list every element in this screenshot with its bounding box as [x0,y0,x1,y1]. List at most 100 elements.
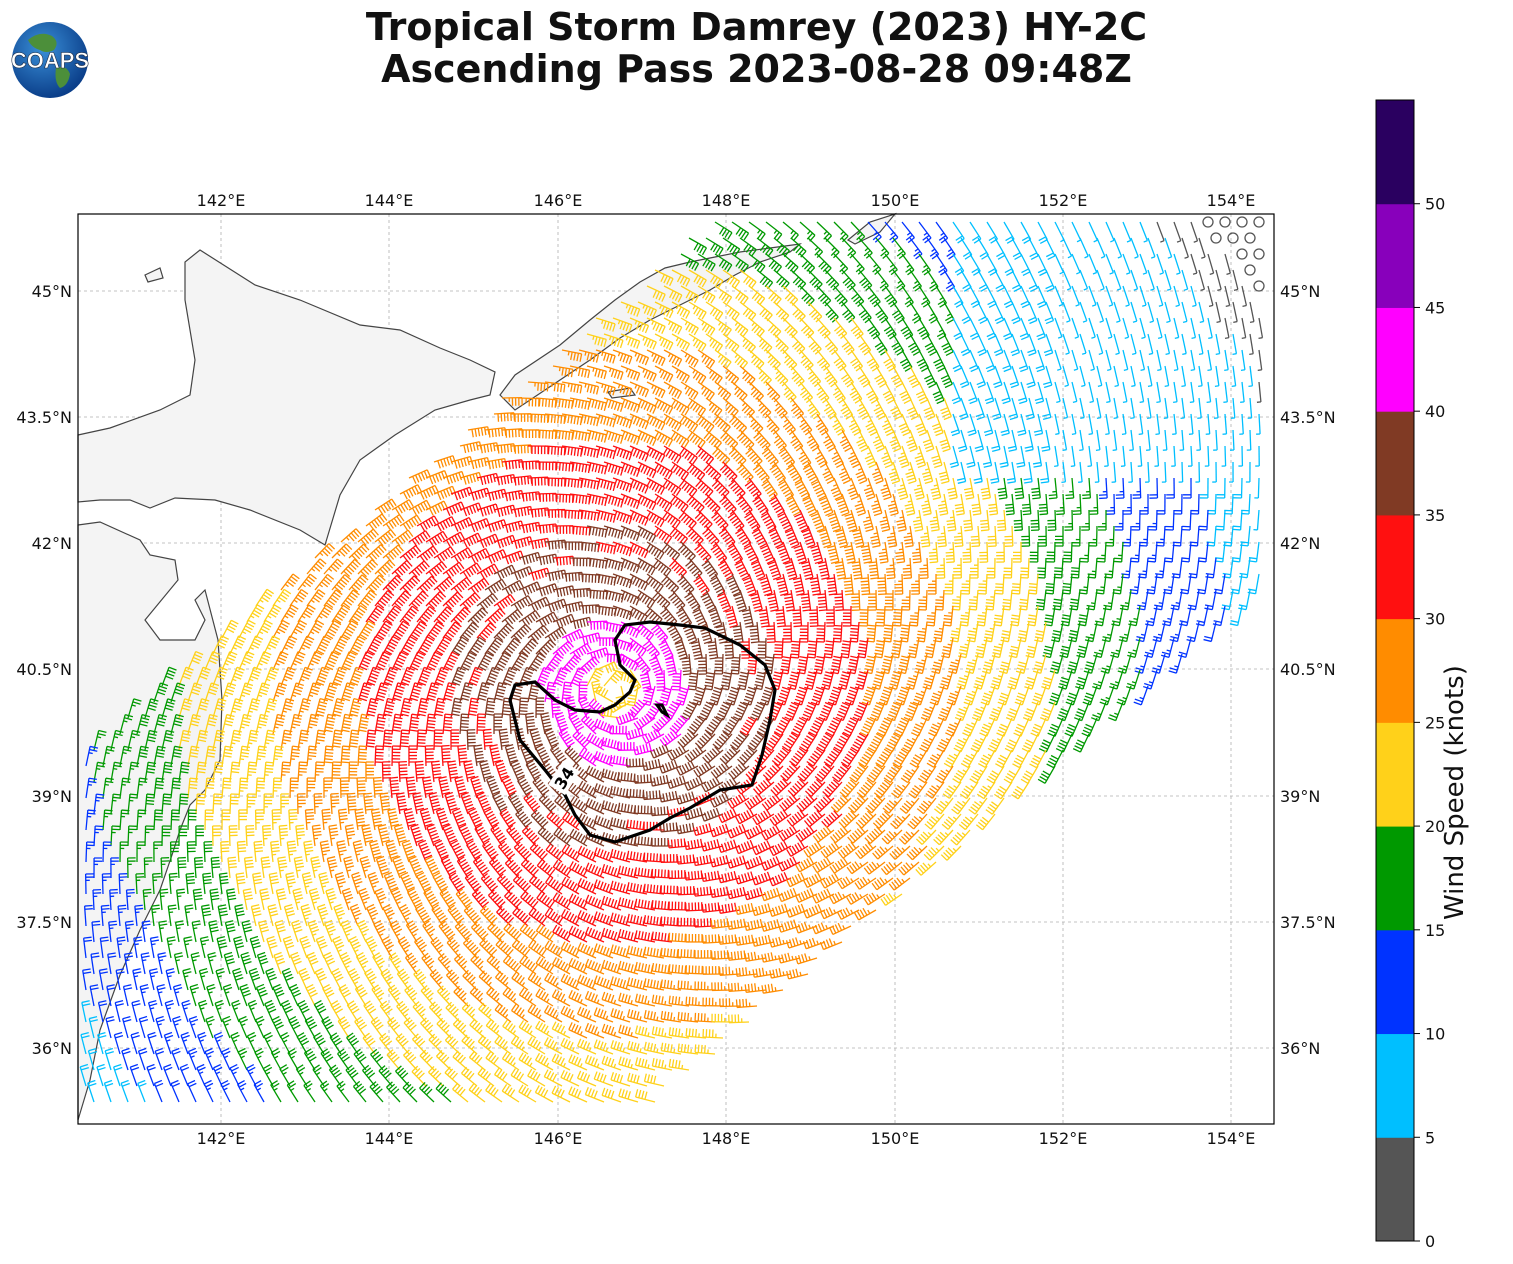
wind-barb [560,1037,580,1055]
wind-barb [891,333,905,356]
wind-barb [561,413,583,426]
wind-barb [425,561,448,579]
wind-barb [867,285,881,308]
wind-barb [106,984,116,1007]
wind-barb [348,574,369,593]
wind-barb [852,701,869,722]
wind-barb [450,840,466,863]
wind-barb [890,397,903,421]
wind-barb [987,525,997,548]
lon-tick-label-top: 146°E [534,191,583,210]
wind-barb [482,840,499,863]
wind-barb [229,666,245,687]
wind-barb [414,760,425,783]
wind-barb [272,588,292,607]
wind-barb [1056,493,1065,516]
wind-barb [785,937,809,949]
wind-barb [666,775,690,790]
wind-barb [872,461,884,485]
wind-barb [663,381,683,400]
wind-barb [518,610,541,627]
wind-barb [863,861,886,875]
wind-barb [973,461,983,484]
wind-barb [756,301,773,322]
wind-barb [314,543,336,559]
wind-barb [140,952,150,975]
wind-barb [841,301,856,324]
wind-barb [1130,541,1141,563]
wind-barb [535,697,545,719]
wind-barb [412,1001,427,1023]
wind-barb [204,650,221,671]
wind-barb [148,968,159,991]
wind-barb [280,761,291,783]
wind-barb [833,732,852,752]
wind-barb [170,713,184,735]
wind-barb [1112,429,1118,451]
wind-barb [402,1081,418,1103]
wind-barb [586,667,604,687]
wind-barb [476,622,497,641]
wind-barb [204,713,218,735]
wind-barb [355,952,369,975]
wind-barb [255,1015,265,1039]
wind-barb [1231,365,1237,387]
wind-barb [618,992,639,1007]
wind-barb [752,493,769,516]
wind-barb [561,349,583,362]
wind-barb [215,967,225,991]
wind-barb [851,589,861,611]
wind-barb [1011,269,1022,293]
wind-barb [863,653,877,675]
wind-barb [425,621,445,640]
wind-barb [1030,509,1040,532]
wind-barb [646,381,666,399]
wind-barb [305,983,318,1007]
wind-barb [732,701,750,721]
wind-barb [1092,669,1107,690]
wind-barb [272,983,285,1007]
wind-barb [416,729,427,751]
wind-barb [193,856,204,879]
wind-barb [680,381,699,400]
wind-barb [321,1016,334,1039]
wind-barb [179,1063,190,1087]
wind-barb [414,936,428,959]
wind-barb [1004,733,1022,753]
wind-barb [1081,509,1090,531]
wind-barb [535,666,552,687]
wind-barb [551,989,571,1007]
wind-barb [280,793,289,815]
wind-barb [960,237,973,260]
wind-barb [973,669,988,690]
svg-text:COAPS: COAPS [11,48,89,73]
wind-barb [1223,381,1228,403]
wind-barb [868,557,880,580]
wind-barb [610,848,631,863]
wind-barb [759,573,773,597]
wind-barb [331,543,353,559]
wind-barb [595,413,616,428]
wind-barb [527,681,541,703]
wind-barb [916,349,930,372]
wind-barb [1071,349,1079,371]
wind-barb [181,999,191,1023]
wind-barb [238,1015,248,1039]
wind-barb [501,459,524,470]
wind-barb [936,557,946,579]
wind-barb [777,477,795,500]
colorbar-segment [1376,203,1414,308]
wind-barb [382,514,405,531]
wind-barb [212,793,223,815]
wind-barb [802,461,819,484]
wind-barb [535,923,555,943]
wind-barb [1020,285,1030,309]
wind-barb [1061,573,1073,595]
wind-barb [661,541,681,562]
wind-barb [834,589,844,612]
wind-barb [842,605,852,627]
wind-barb [849,381,863,404]
wind-barb [1096,269,1105,291]
wind-barb [1207,349,1213,372]
wind-barb [660,979,682,991]
